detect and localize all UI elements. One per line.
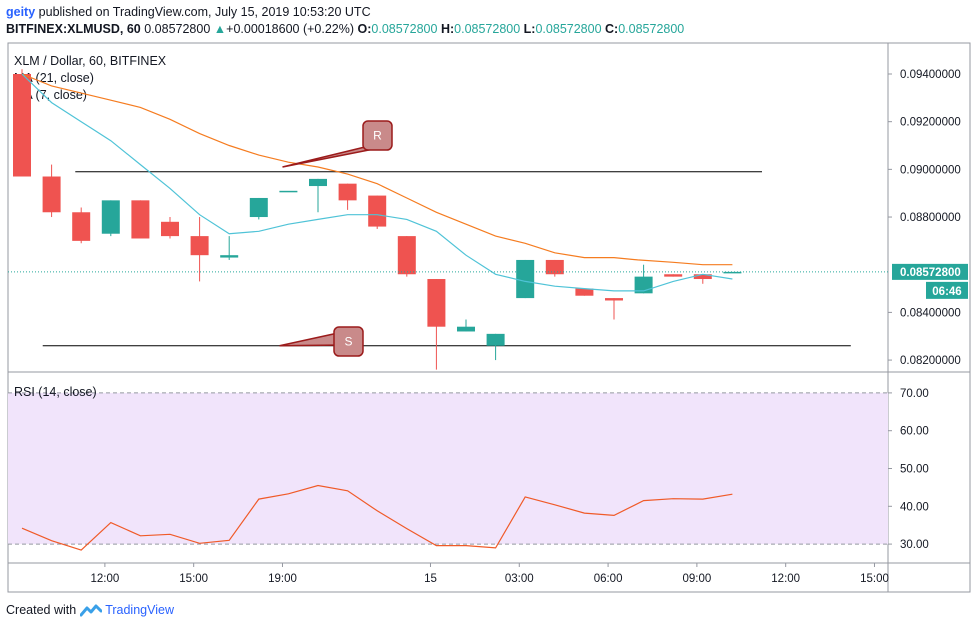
candle-body (605, 298, 623, 301)
candle-body (220, 255, 239, 258)
callout-box (362, 120, 393, 151)
open-label: O: (357, 22, 372, 36)
tradingview-brand[interactable]: TradingView (105, 603, 174, 617)
rsi-tick-label: 60.00 (900, 426, 929, 438)
candle-body (368, 195, 387, 227)
time-tick-label: 19:00 (268, 573, 297, 585)
candle-body (101, 200, 120, 234)
price-tick-label: 0.08400000 (900, 307, 961, 319)
rsi-tick-label: 70.00 (900, 388, 929, 400)
candle-body (249, 197, 268, 218)
time-tick-label: 15:00 (860, 573, 889, 585)
time-tick-label: 15:00 (179, 573, 208, 585)
candle-body (131, 200, 150, 239)
footer: Created with TradingView (6, 603, 174, 617)
chart-frame (7, 42, 971, 593)
change-up-icon: ▲ (213, 22, 227, 36)
candle-body (664, 274, 683, 277)
callout-label: R (373, 129, 382, 143)
price-tick-label: 0.09200000 (900, 117, 961, 129)
last-price-label: 0.08572800 (900, 267, 961, 279)
time-tick-label: 06:00 (594, 573, 623, 585)
candle-body (575, 288, 594, 296)
time-tick-label: 12:00 (771, 573, 800, 585)
ohlc-line: BITFINEX:XLMUSD, 60 0.08572800 ▲+0.00018… (6, 22, 684, 36)
ma7-line (21, 73, 733, 292)
candle-body (42, 176, 61, 213)
low-value: 0.08572800 (535, 22, 602, 36)
callout-label: S (344, 335, 352, 349)
symbol-label: BITFINEX:XLMUSD, 60 (6, 22, 141, 36)
candle-body (693, 274, 712, 280)
header: geity published on TradingView.com, July… (0, 0, 977, 42)
rsi-tick-label: 50.00 (900, 464, 929, 476)
countdown-badge (926, 281, 968, 299)
rsi-tick-label: 30.00 (900, 539, 929, 551)
close-label: C: (605, 22, 619, 36)
open-value: 0.08572800 (371, 22, 438, 36)
candle-body (190, 236, 209, 256)
low-label: L: (523, 22, 536, 36)
candle-body (338, 183, 357, 201)
high-value: 0.08572800 (454, 22, 521, 36)
candle-body (72, 212, 91, 241)
last-price-badge (892, 263, 968, 280)
candle-body (13, 73, 31, 177)
callout-s: S (279, 326, 364, 357)
candle-body (309, 178, 327, 187)
time-tick-label: 09:00 (682, 573, 711, 585)
chart-title: XLM / Dollar, 60, BITFINEX (14, 54, 167, 68)
callout-box (333, 326, 364, 357)
ma21-line (21, 73, 733, 266)
tradingview-logo-icon (80, 604, 103, 617)
price-tick-label: 0.08200000 (900, 355, 961, 367)
candle-body (427, 279, 446, 327)
price-tick-label: 0.08800000 (900, 212, 961, 224)
time-tick-label: 03:00 (505, 573, 534, 585)
candle-body (545, 259, 564, 275)
candle-body (457, 326, 475, 332)
time-tick-label: 12:00 (90, 573, 119, 585)
ma21-label: MA (21, close) (14, 71, 94, 85)
candle-body (723, 271, 742, 274)
last-price-value: 0.08572800 (144, 22, 211, 36)
close-value: 0.08572800 (618, 22, 685, 36)
candle-body (279, 190, 298, 193)
time-tick-label: 15 (424, 573, 437, 585)
callout-r: R (282, 120, 393, 168)
rsi-title: RSI (14, close) (14, 385, 97, 399)
published-text: published on TradingView.com, July 15, 2… (38, 5, 371, 19)
rsi-line (21, 484, 733, 551)
change-value: +0.00018600 (+0.22%) (226, 22, 355, 36)
price-tick-label: 0.09000000 (900, 164, 961, 176)
rsi-tick-label: 40.00 (900, 501, 929, 513)
countdown-label: 06:46 (932, 286, 961, 298)
candle-body (161, 221, 179, 237)
candle-body (397, 236, 416, 275)
created-with-text: Created with (6, 603, 77, 617)
price-tick-label: 0.09400000 (900, 69, 961, 81)
publish-line: geity published on TradingView.com, July… (6, 5, 371, 19)
author-link[interactable]: geity (6, 5, 36, 19)
high-label: H: (440, 22, 455, 36)
ma7-label: MA (7, close) (14, 88, 87, 102)
rsi-band (8, 392, 888, 545)
candle-body (516, 259, 535, 299)
candle-body (486, 333, 505, 346)
